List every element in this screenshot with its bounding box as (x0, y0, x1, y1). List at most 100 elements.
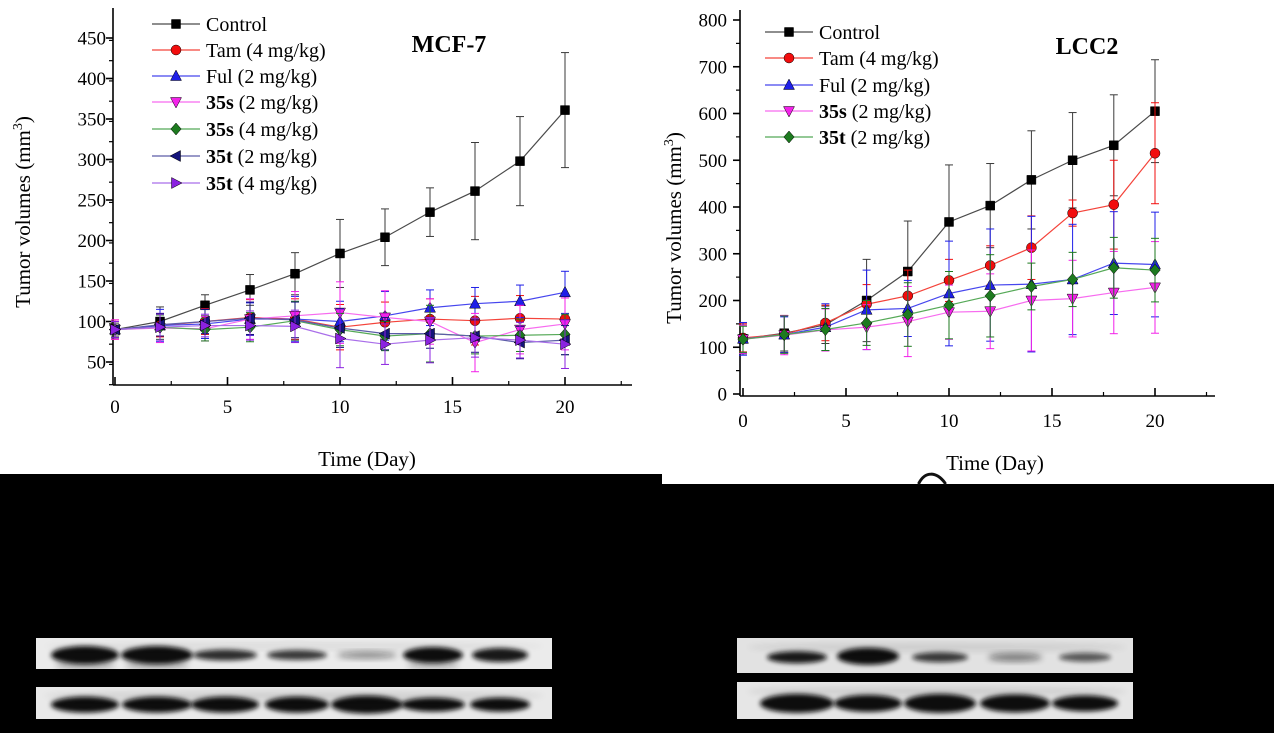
blot-band (760, 693, 834, 713)
y-tick-label: 150 (78, 272, 107, 293)
y-tick-label: 100 (78, 312, 107, 333)
blot-band (472, 648, 528, 663)
legend-label: 35s (2 mg/kg) (206, 92, 318, 114)
legend-label: 35t (2 mg/kg) (206, 146, 317, 168)
y-tick-label: 400 (78, 69, 107, 90)
y-axis-label: Tumor volumes (mm3) (11, 116, 35, 308)
x-axis: 0 5 10 15 20 (738, 388, 1208, 432)
legend-item-control: Control (152, 14, 268, 36)
blot-band (121, 646, 193, 665)
blot-strip-loading-control (737, 682, 1133, 719)
axes (739, 10, 1215, 397)
legend-label: 35s (4 mg/kg) (206, 119, 318, 141)
blot-band (980, 694, 1050, 713)
blot-strip-target (737, 638, 1133, 673)
blot-band (267, 650, 327, 661)
blot-band (747, 687, 1127, 696)
y-axis: 50 100 150 200 250 300 350 400 450 (78, 29, 113, 386)
series-t35_4 (110, 308, 572, 369)
blot-band (122, 696, 192, 713)
blot-band (44, 691, 544, 700)
blot-band (44, 643, 544, 650)
blot-band (265, 696, 329, 713)
y-tick-label: 200 (699, 291, 728, 312)
y-axis-label: Tumor volumes (mm3) (662, 132, 686, 324)
cropped-glyph-artifact (917, 472, 947, 485)
legend-item-s35_2: 35s (2 mg/kg) (765, 101, 931, 123)
blot-band (988, 653, 1042, 662)
lcc2-tumor-volume-chart: 0 100 200 300 400 500 600 700 800 0 5 10 15 20 Control… (662, 10, 1215, 475)
blot-strip-target (36, 638, 552, 669)
mcf7-blot-panel (0, 474, 662, 733)
legend-label: 35t (2 mg/kg) (819, 127, 930, 149)
legend: Control Tam (4 mg/kg) Ful (2 mg/kg) 35s (2 … (152, 14, 326, 195)
y-tick-label: 0 (718, 385, 728, 406)
blot-band (337, 651, 397, 659)
y-tick-label: 300 (699, 244, 728, 265)
x-tick-label: 5 (841, 411, 851, 432)
legend-label: Tam (4 mg/kg) (819, 48, 939, 70)
x-tick-label: 10 (331, 397, 350, 418)
blot-band (55, 662, 115, 669)
legend-label: Control (819, 22, 881, 44)
blot-band (767, 651, 827, 664)
y-axis: 0 100 200 300 400 500 600 700 800 (699, 11, 740, 406)
x-tick-label: 10 (940, 411, 959, 432)
chart-title: LCC2 (1056, 34, 1119, 60)
y-tick-label: 200 (78, 231, 107, 252)
x-tick-label: 20 (556, 397, 575, 418)
series-t35_2 (737, 236, 1161, 354)
legend-item-t35_2: 35t (2 mg/kg) (765, 127, 930, 149)
y-tick-label: 250 (78, 191, 107, 212)
y-tick-label: 400 (699, 198, 728, 219)
legend-label: Tam (4 mg/kg) (206, 40, 326, 62)
blot-band (904, 693, 976, 713)
x-tick-label: 0 (738, 411, 748, 432)
legend-item-tam4: Tam (4 mg/kg) (765, 48, 939, 70)
y-tick-label: 50 (87, 353, 106, 374)
blot-band (1059, 652, 1111, 662)
x-axis: 0 5 10 15 20 (110, 377, 622, 418)
y-tick-label: 500 (699, 151, 728, 172)
x-axis-label: Time (Day) (318, 447, 416, 471)
blot-band (51, 646, 119, 665)
legend-item-s35_2: 35s (2 mg/kg) (152, 92, 318, 114)
y-tick-label: 700 (699, 57, 728, 78)
legend-item-t35_2: 35t (2 mg/kg) (152, 146, 317, 168)
blot-band (191, 696, 259, 713)
x-tick-label: 15 (443, 397, 462, 418)
blot-band (912, 652, 968, 663)
x-tick-label: 20 (1146, 411, 1165, 432)
legend-item-ful2: Ful (2 mg/kg) (765, 75, 930, 97)
blot-band (403, 647, 463, 664)
y-tick-label: 350 (78, 110, 107, 131)
legend-label: 35t (4 mg/kg) (206, 173, 317, 195)
y-tick-label: 100 (699, 338, 728, 359)
blot-band (51, 696, 119, 713)
x-axis-label: Time (Day) (946, 451, 1044, 475)
blot-band (331, 695, 403, 714)
blot-band (834, 694, 902, 712)
y-tick-label: 600 (699, 104, 728, 125)
legend-label: Ful (2 mg/kg) (819, 75, 930, 97)
y-tick-label: 450 (78, 29, 107, 50)
blot-band (193, 649, 257, 661)
y-tick-label: 800 (699, 11, 728, 32)
legend-label: Ful (2 mg/kg) (206, 66, 317, 88)
blot-band (837, 647, 899, 665)
y-tick-label: 300 (78, 150, 107, 171)
x-tick-label: 5 (223, 397, 233, 418)
blot-band (1052, 695, 1118, 712)
blot-band (747, 643, 1127, 652)
legend-label: 35s (2 mg/kg) (819, 101, 931, 123)
blot-strip-loading-control (36, 687, 552, 719)
legend-item-ful2: Ful (2 mg/kg) (152, 66, 317, 88)
lcc2-blot-panel (662, 484, 1274, 733)
blot-band (407, 662, 459, 669)
mcf7-tumor-volume-chart: 50 100 150 200 250 300 350 400 450 0 5 10 15 20 Contro… (11, 8, 632, 471)
legend: Control Tam (4 mg/kg) Ful (2 mg/kg) 35s (2 … (765, 22, 939, 149)
blot-band (125, 662, 189, 669)
legend-item-t35_4: 35t (4 mg/kg) (152, 173, 317, 195)
blot-band (401, 697, 465, 712)
